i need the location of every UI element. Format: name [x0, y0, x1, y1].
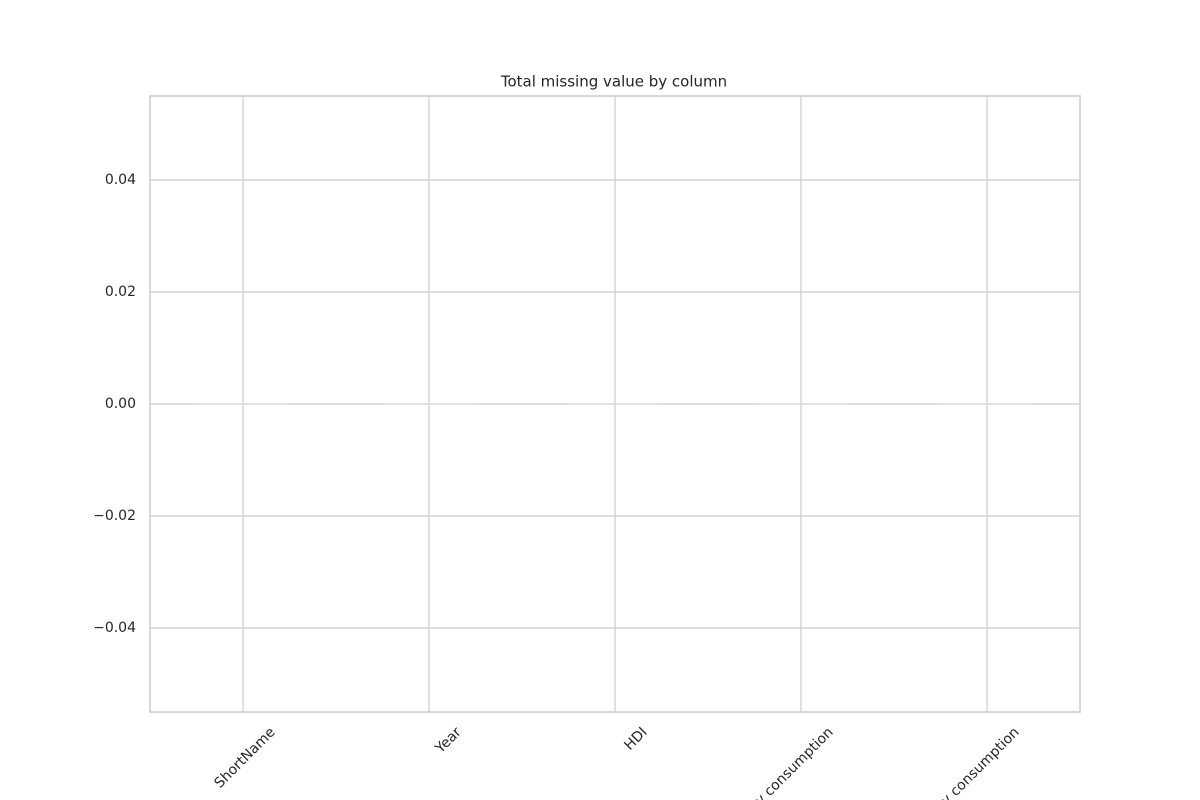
x-tick-label: y consumption [752, 724, 836, 800]
y-tick-label: 0.02 [105, 284, 136, 300]
bar [940, 404, 1034, 405]
bar [196, 404, 290, 405]
plot-frame [149, 95, 1081, 713]
bar [382, 404, 476, 405]
y-tick-label: −0.02 [93, 508, 136, 524]
chart-title: Total missing value by column [500, 73, 727, 91]
x-tick-label: ShortName [212, 724, 279, 791]
y-tick-label: 0.04 [105, 172, 136, 188]
y-tick-label: 0.00 [105, 396, 136, 412]
bar [568, 404, 662, 405]
x-tick-label: y consumption [938, 724, 1022, 800]
x-tick-label: Year [432, 724, 465, 757]
x-tick-label: HDI [621, 724, 650, 753]
y-tick-label: −0.04 [93, 620, 136, 636]
bar [754, 404, 848, 405]
